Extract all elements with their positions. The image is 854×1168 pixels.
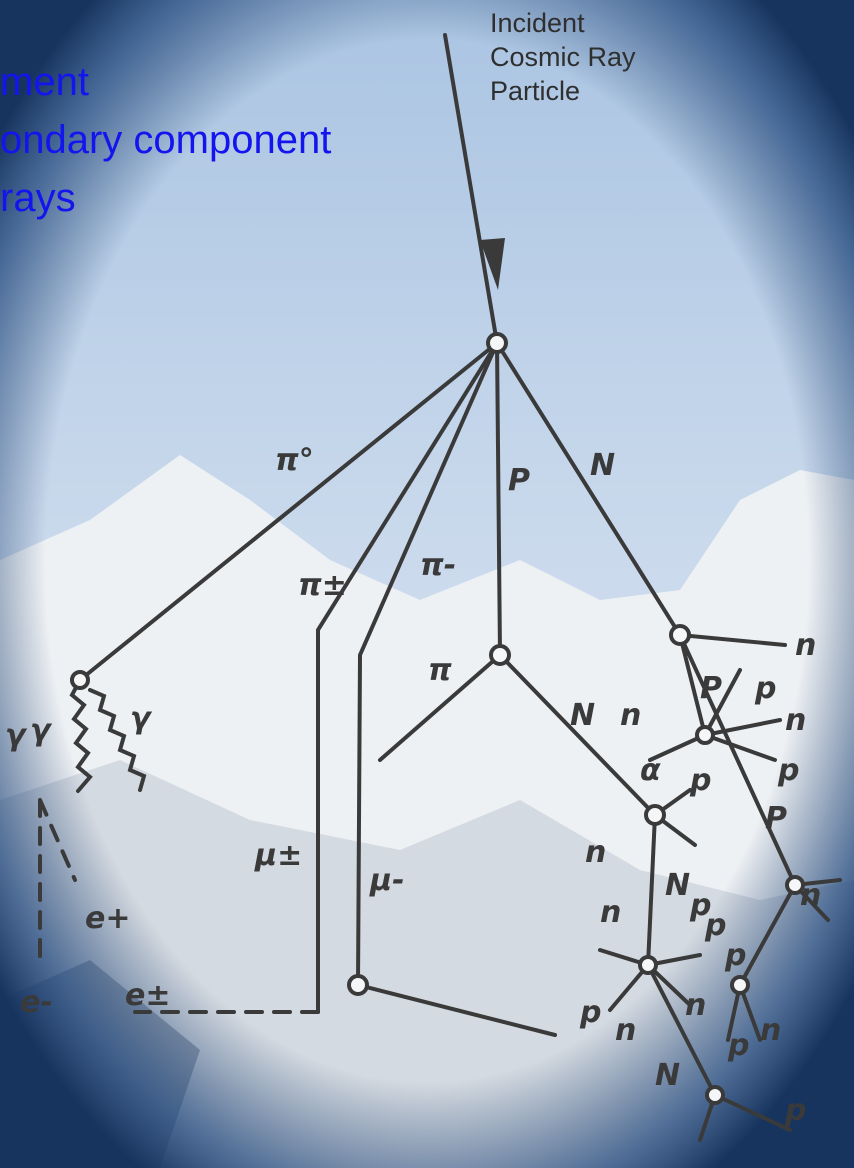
particle-label: e+ — [85, 901, 130, 936]
particle-label: p — [784, 1093, 806, 1128]
slide: π°PNπ-π±πNnPpnnαppPγγγμ±μ-e+e±e-nNnpnNpn… — [0, 0, 854, 1168]
particle-label: N — [590, 448, 615, 483]
particle-label: μ- — [369, 863, 405, 898]
particle-label: π° — [275, 443, 314, 478]
particle-label: n — [585, 835, 606, 870]
particle-label: α — [640, 753, 661, 788]
particle-label: n — [800, 878, 821, 913]
particle-label: e± — [125, 978, 170, 1013]
particle-label: n — [795, 628, 816, 663]
particle-label: N — [570, 698, 595, 733]
particle-label: p — [727, 1028, 749, 1063]
incident-label-line: Incident — [490, 8, 585, 38]
particle-label: n — [685, 988, 706, 1023]
particle-label: π- — [420, 548, 456, 583]
particle-label: P — [508, 463, 530, 498]
particle-label: p — [724, 938, 746, 973]
incident-label-line: Particle — [490, 76, 580, 106]
particle-label: γ — [130, 701, 153, 736]
particle-label: p — [777, 753, 799, 788]
particle-label: P — [700, 671, 722, 706]
particle-label: n — [760, 1013, 781, 1048]
particle-label: γ — [30, 713, 53, 748]
particle-label: π± — [298, 568, 347, 603]
particle-label: π — [428, 653, 452, 688]
particle-label: p — [754, 671, 776, 706]
particle-label: n — [600, 895, 621, 930]
particle-label: p — [579, 995, 601, 1030]
particle-label: p — [689, 763, 711, 798]
particle-label: N — [655, 1058, 680, 1093]
slide-text-line: ment — [0, 60, 89, 104]
particle-label: e- — [20, 985, 53, 1020]
slide-text-line: rays — [0, 176, 76, 220]
particle-label: n — [615, 1013, 636, 1048]
particle-label: n — [785, 703, 806, 738]
slide-text-line: ondary component — [0, 118, 331, 162]
incident-label-line: Cosmic Ray — [490, 42, 636, 72]
particle-label: γ — [5, 718, 28, 753]
particle-label: N — [665, 868, 690, 903]
particle-label: n — [620, 698, 641, 733]
particle-label: μ± — [254, 838, 302, 873]
particle-label: P — [765, 801, 787, 836]
particle-label: p — [704, 908, 726, 943]
